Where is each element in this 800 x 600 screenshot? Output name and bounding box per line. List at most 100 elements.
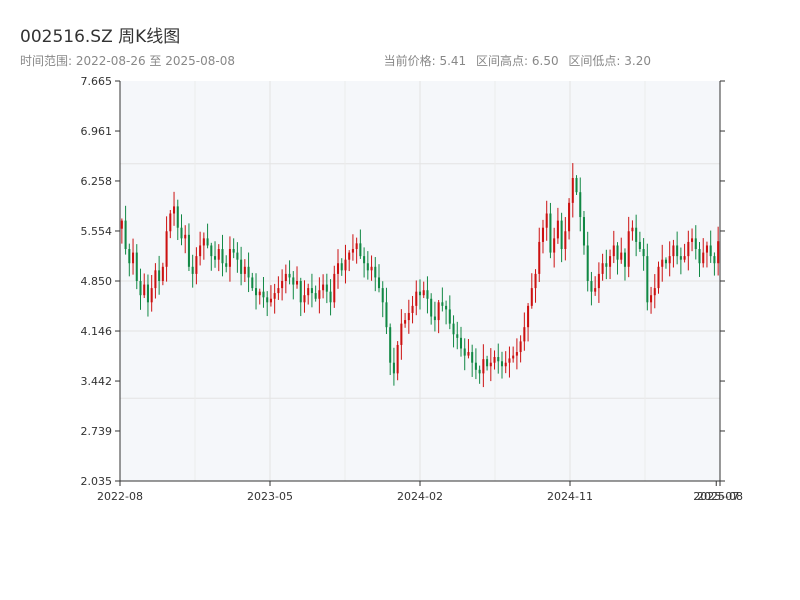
candle-body [478,369,481,374]
candle-body [262,291,265,298]
candle-body [445,305,448,310]
candle-body [664,259,667,264]
candle-body [258,291,261,296]
candle-body [366,263,369,271]
candle-body [374,266,377,278]
candle-body [459,337,463,349]
candle-body [553,238,556,253]
candle-body [691,238,694,242]
candle-body [698,249,701,264]
y-tick-label: 5.554 [81,225,113,238]
candle-body [154,270,157,289]
candle-body [396,344,399,374]
candle-body [463,348,466,356]
candle-body [694,238,697,250]
candle-body [411,305,414,313]
x-tick-label: 2025-07 [693,490,739,503]
candle-body [594,288,597,292]
candle-body [433,316,436,321]
candle-body [292,277,295,285]
candle-body [679,256,682,260]
candle-body [646,256,649,303]
candle-body [128,249,131,264]
candle-body [273,293,276,299]
candle-body [269,298,272,303]
candle-body [340,263,343,271]
candle-body [534,273,537,289]
candle-body [702,252,705,264]
candle-body [653,288,656,296]
candle-body [303,295,306,303]
candle-body [210,245,213,257]
candle-body [389,327,392,363]
candle-body [277,288,280,294]
candle-body [363,256,366,264]
candle-body [146,284,149,303]
candle-body [187,234,190,267]
candle-body [251,277,254,289]
candle-body [139,281,142,296]
date-range-label: 时间范围: 2022-08-26 至 2025-08-08 [20,54,235,68]
candle-body [385,302,388,328]
candle-body [344,259,347,271]
candle-body [683,256,686,260]
candle-body [556,220,559,239]
candle-body [284,273,287,281]
candles [120,163,720,388]
candle-body [266,297,269,303]
candle-body [370,266,373,271]
candle-body [329,291,332,303]
candle-body [538,241,541,274]
candle-body [173,206,176,214]
candle-body [571,177,574,203]
candle-body [161,266,164,281]
candle-body [631,227,634,232]
candle-body [519,341,522,353]
y-tick-label: 4.850 [81,275,113,288]
candle-body [165,231,168,267]
candle-body [612,245,615,257]
candle-body [418,291,422,296]
x-tick-label: 2023-05 [247,490,293,503]
x-tick-label: 2024-02 [397,490,443,503]
candle-body [199,245,202,257]
candle-body [400,323,403,345]
candle-body [638,241,641,250]
candle-body [120,220,123,229]
price-stats: 当前价格: 5.41 区间高点: 6.50 区间低点: 3.20 [378,52,651,69]
candle-body [404,320,407,324]
candle-body [437,302,440,321]
candle-body [359,243,362,257]
candle-body [467,352,470,356]
candle-body [217,249,220,260]
x-axis: 2022-08 2023-05 2024-02 2024-11 2025-072025-… [97,481,743,503]
candle-body [471,352,474,363]
candle-body [616,245,619,260]
candle-body [549,213,552,253]
candle-body [493,357,496,363]
candle-body [225,263,228,267]
candle-body [448,309,451,324]
candle-body [288,273,291,278]
candle-body [642,249,645,257]
candle-body [310,288,313,294]
candle-body [206,238,209,246]
candle-body [500,361,504,367]
candle-body [176,206,179,228]
candle-body [597,273,600,289]
candle-body [221,249,224,264]
candle-body [497,357,500,362]
candle-body [255,288,258,296]
candle-body [668,256,671,264]
candle-body [430,298,433,317]
candle-body [627,231,630,267]
candle-body [381,288,384,303]
candle-body [661,259,664,267]
candle-body [135,252,138,281]
candle-body [486,359,489,367]
candle-body [150,288,153,303]
y-tick-label: 7.665 [81,75,113,88]
candle-body [482,359,485,374]
candle-body [635,227,638,242]
